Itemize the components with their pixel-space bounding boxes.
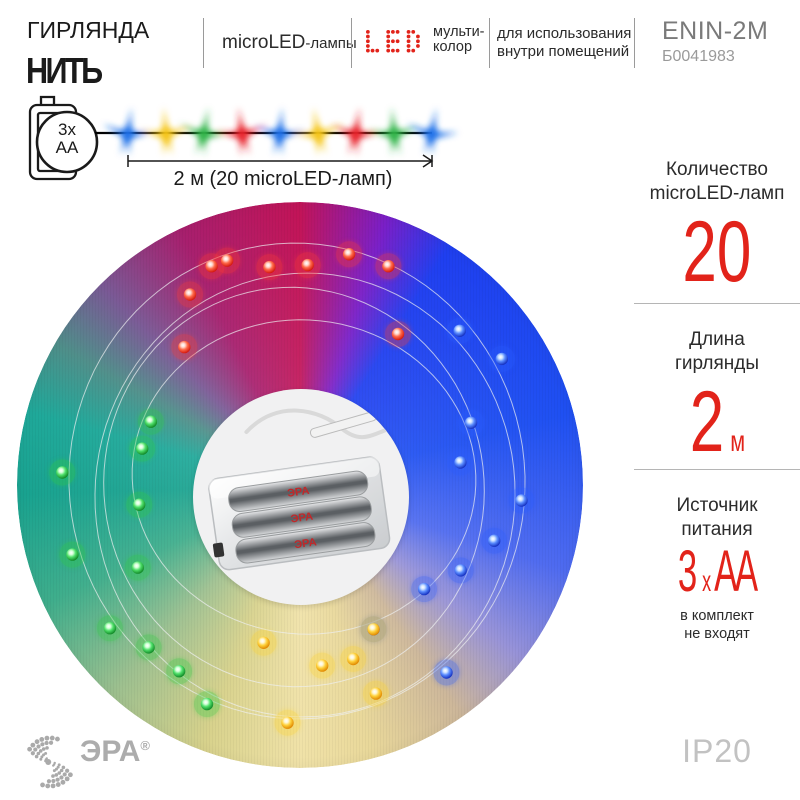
svg-text:3x: 3x xyxy=(58,120,76,139)
svg-text:AA: AA xyxy=(56,138,79,157)
